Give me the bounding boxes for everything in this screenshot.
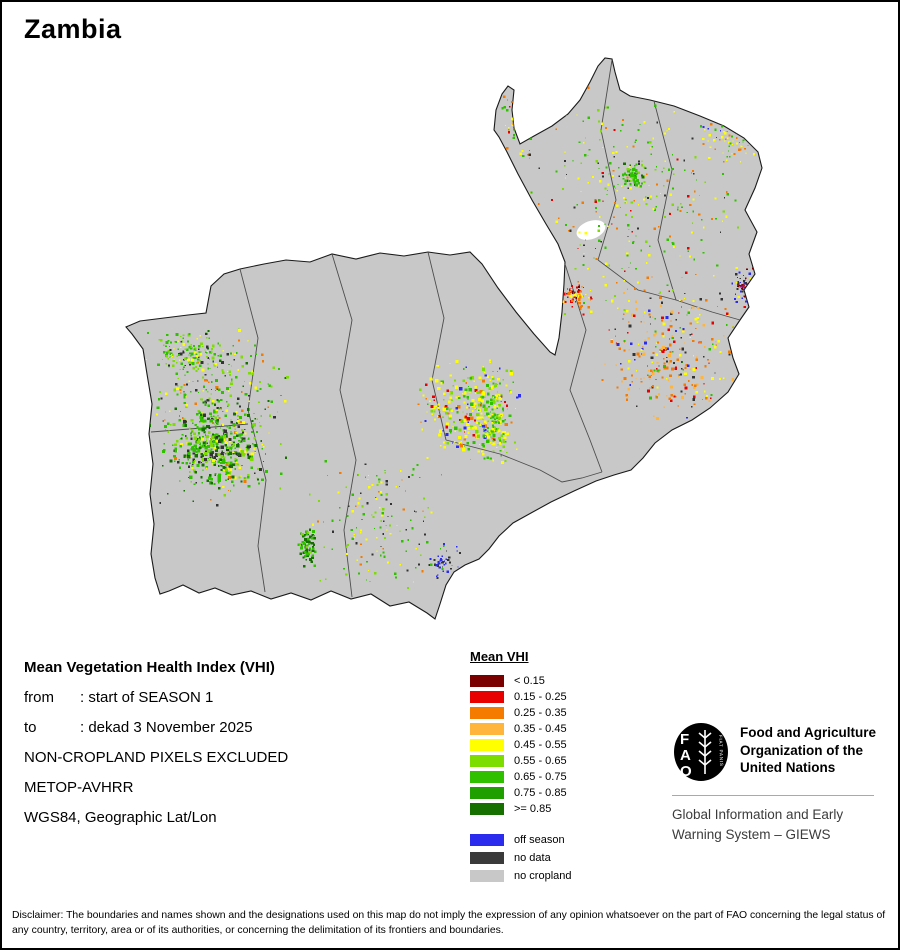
map-info-block: Mean Vegetation Health Index (VHI) from:… <box>24 652 288 832</box>
from-label: from <box>24 688 54 706</box>
legend-label: no cropland <box>514 870 572 882</box>
fao-motto: FIAT PANIS <box>718 735 724 767</box>
legend-label: 0.15 - 0.25 <box>514 691 567 703</box>
giews-label: Global Information and Early Warning Sys… <box>672 805 880 845</box>
legend-label: no data <box>514 852 551 864</box>
legend-label: 0.35 - 0.45 <box>514 723 567 735</box>
legend-row: 0.25 - 0.35 <box>470 705 572 721</box>
info-noncropland: NON-CROPLAND PIXELS EXCLUDED <box>24 748 289 766</box>
fao-logo: F A O FIAT PANIS <box>674 723 728 781</box>
country-shape <box>125 57 763 620</box>
legend-row: no data <box>470 849 572 867</box>
legend-swatch <box>470 786 504 800</box>
wheat-ear-icon <box>698 730 712 774</box>
legend-label: off season <box>514 834 565 846</box>
from-value: : start of SEASON 1 <box>80 688 214 706</box>
legend-label: >= 0.85 <box>514 803 552 815</box>
disclaimer: Disclaimer: The boundaries and names sho… <box>12 910 886 936</box>
legend-row: off season <box>470 831 572 849</box>
legend-label: 0.75 - 0.85 <box>514 787 567 799</box>
legend-label: < 0.15 <box>514 675 545 687</box>
legend-row: 0.35 - 0.45 <box>470 721 572 737</box>
fao-block: F A O FIAT PANIS Food and Agriculture Or… <box>672 722 880 845</box>
legend-row: 0.75 - 0.85 <box>470 785 572 801</box>
vhi-pixels <box>144 86 756 590</box>
giews-line: Warning System – GIEWS <box>672 827 831 842</box>
fao-logo-letter: A <box>680 747 691 764</box>
org-name: Food and Agriculture Organization of the… <box>740 722 876 777</box>
legend-label: 0.45 - 0.55 <box>514 739 567 751</box>
info-projection: WGS84, Geographic Lat/Lon <box>24 808 217 826</box>
legend-label: 0.65 - 0.75 <box>514 771 567 783</box>
info-heading: Mean Vegetation Health Index (VHI) <box>24 658 275 676</box>
legend-swatch <box>470 754 504 768</box>
giews-line: Global Information and Early <box>672 807 844 822</box>
legend-row: >= 0.85 <box>470 801 572 817</box>
legend-swatch <box>470 869 504 883</box>
legend-swatch <box>470 690 504 704</box>
page-title: Zambia <box>24 14 122 44</box>
to-value: : dekad 3 November 2025 <box>80 718 253 736</box>
legend-swatch <box>470 738 504 752</box>
legend-swatch <box>470 770 504 784</box>
legend-row: 0.65 - 0.75 <box>470 769 572 785</box>
fao-logo-letter: F <box>680 731 689 748</box>
legend-title: Mean VHI <box>470 649 529 664</box>
legend-classes: < 0.15 0.15 - 0.25 0.25 - 0.35 0.35 - 0.45 0… <box>470 673 572 817</box>
legend-extra: off season no data no cropland <box>470 831 572 885</box>
legend: Mean VHI < 0.15 0.15 - 0.25 0.25 - 0.35 0.3… <box>470 648 572 885</box>
to-label: to <box>24 718 37 736</box>
info-to: to : dekad 3 November 2025 <box>24 712 288 742</box>
legend-row: 0.45 - 0.55 <box>470 737 572 753</box>
legend-swatch <box>470 722 504 736</box>
legend-swatch <box>470 851 504 865</box>
org-name-line: United Nations <box>740 760 836 775</box>
legend-row: 0.55 - 0.65 <box>470 753 572 769</box>
legend-swatch <box>470 833 504 847</box>
legend-swatch <box>470 802 504 816</box>
legend-row: no cropland <box>470 867 572 885</box>
fao-logo-letter: O <box>680 763 692 780</box>
legend-row: < 0.15 <box>470 673 572 689</box>
legend-swatch <box>470 674 504 688</box>
org-name-line: Food and Agriculture <box>740 725 876 740</box>
legend-label: 0.55 - 0.65 <box>514 755 567 767</box>
legend-row: 0.15 - 0.25 <box>470 689 572 705</box>
legend-swatch <box>470 706 504 720</box>
info-from: from : start of SEASON 1 <box>24 682 288 712</box>
divider <box>672 795 874 796</box>
org-name-line: Organization of the <box>740 742 863 758</box>
legend-label: 0.25 - 0.35 <box>514 707 567 719</box>
info-sensor: METOP-AVHRR <box>24 778 134 796</box>
